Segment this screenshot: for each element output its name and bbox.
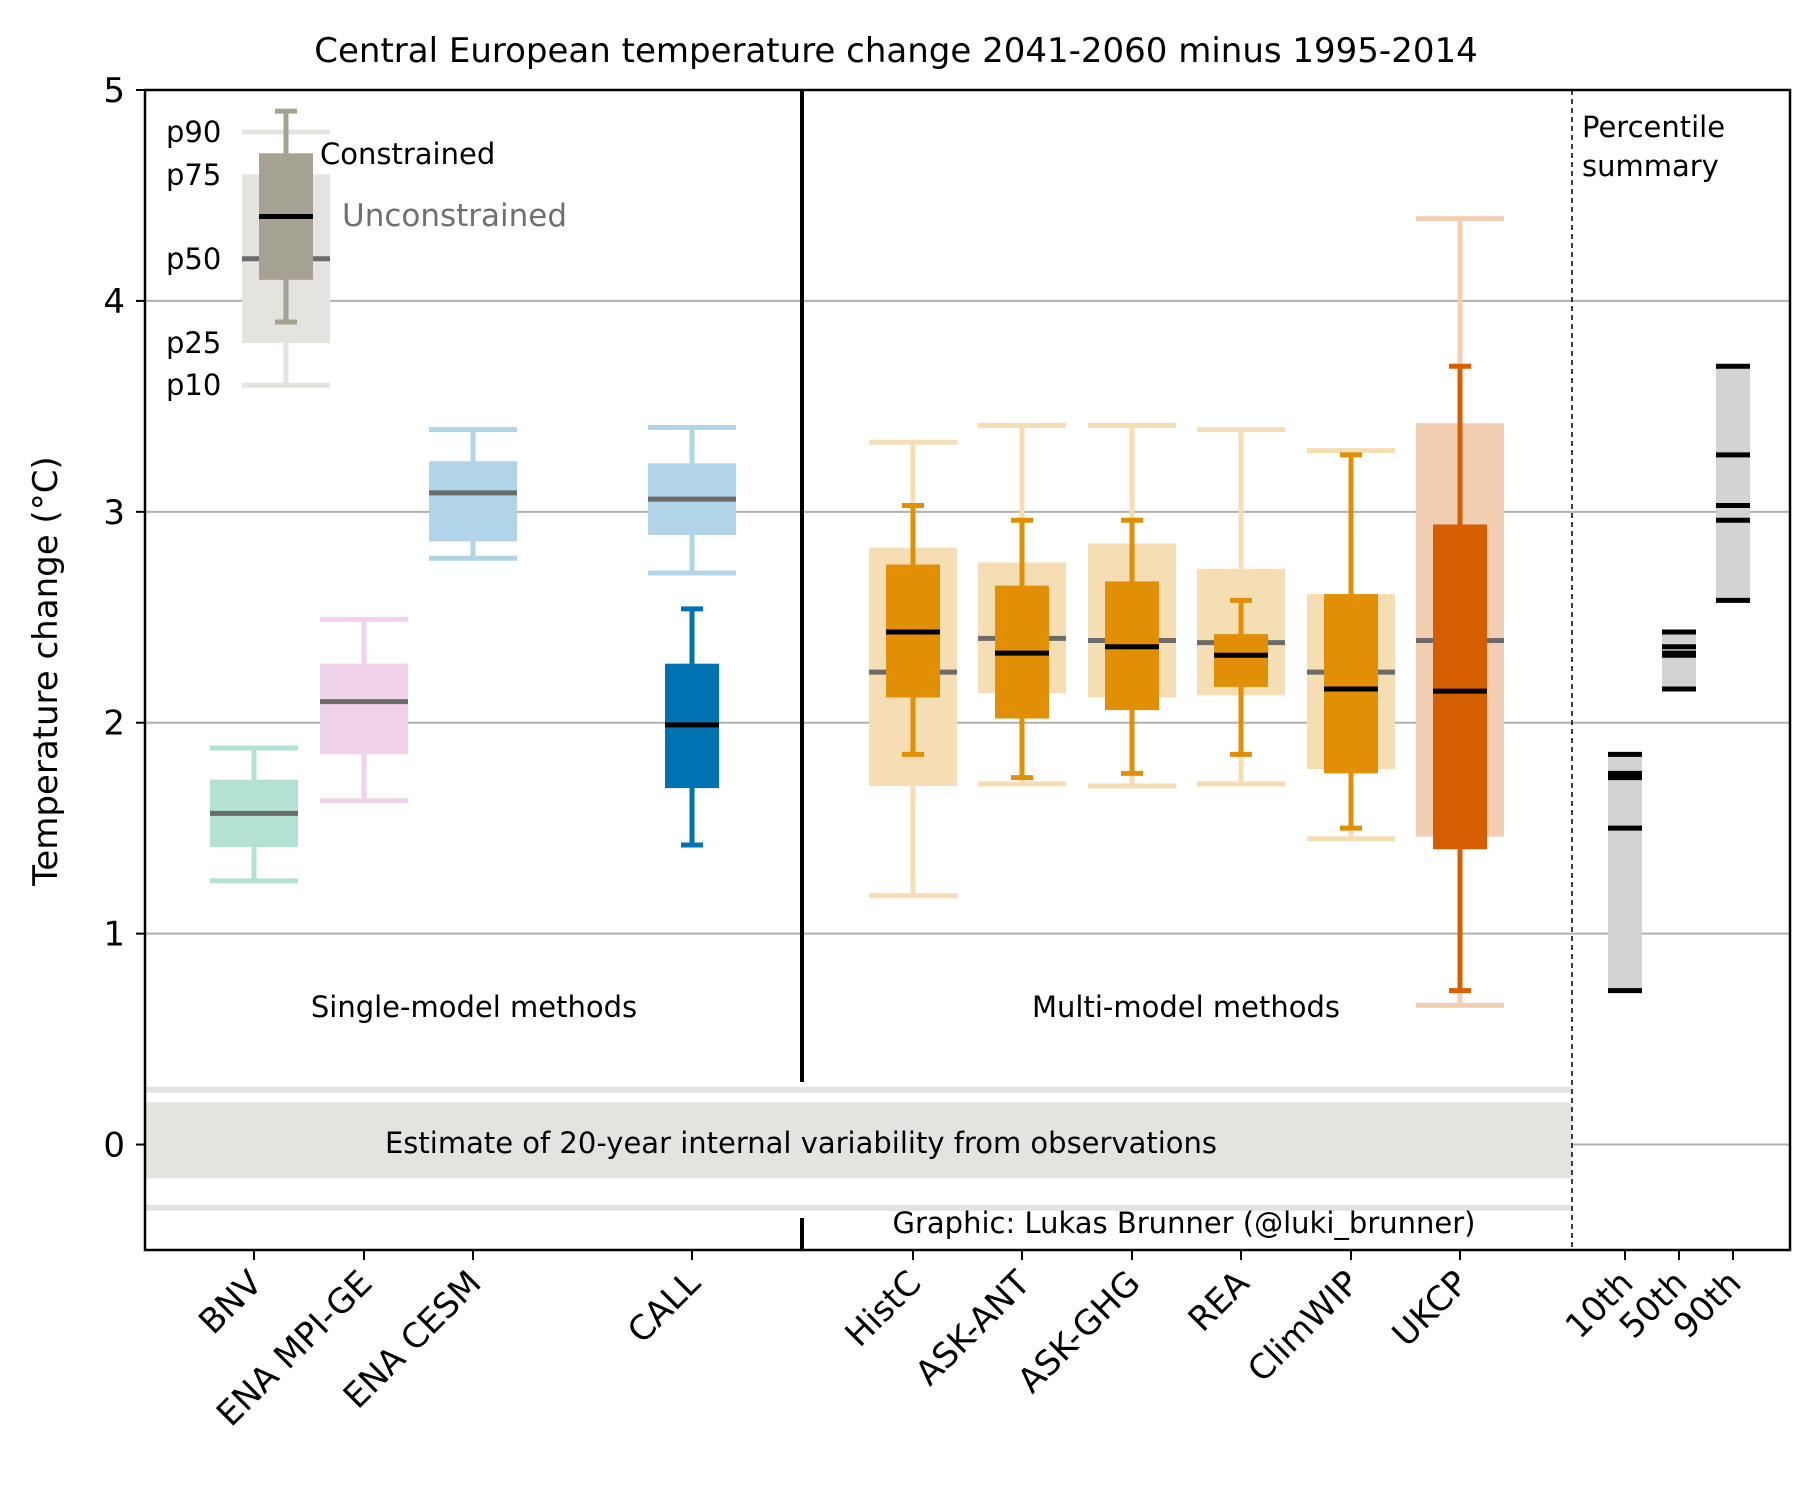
x-tick-ask-ghg-label: ASK-GHG — [1010, 1263, 1148, 1401]
x-tick-ukcp-label: UKCP — [1385, 1263, 1477, 1355]
legend-p75-label: p75 — [166, 158, 221, 192]
percentile-summary — [1608, 363, 1750, 994]
x-tick-call-label: CALL — [620, 1263, 708, 1351]
legend-p50-label: p50 — [166, 242, 221, 276]
variability-outer-bottom — [145, 1204, 1572, 1211]
box-rea-constrained-box — [1214, 634, 1268, 687]
box-climwip-constrained-box — [1324, 594, 1378, 774]
box-ukcp-constrained-box — [1433, 524, 1487, 850]
y-ticks: 0 1 2 3 4 5 — [103, 71, 145, 1166]
legend-p90-label: p90 — [166, 115, 221, 149]
variability-outer-top — [145, 1086, 1572, 1093]
annotations: Central European temperature change 2041… — [26, 31, 1725, 1240]
box-ena-cesm-unconstrained-box — [429, 461, 517, 542]
credit-text: Graphic: Lukas Brunner (@luki_brunner) — [893, 1206, 1476, 1240]
variability-label: Estimate of 20-year internal variability… — [385, 1126, 1217, 1160]
x-tick-climwip-label: ClimWIP — [1240, 1263, 1367, 1390]
multi-model-label: Multi-model methods — [1032, 990, 1340, 1024]
legend-unconstrained-label: Unconstrained — [342, 198, 567, 234]
legend-p10-label: p10 — [166, 368, 221, 402]
plot-frame — [143, 88, 1792, 1252]
x-tick-histc-label: HistC — [838, 1263, 930, 1355]
internal-variability-band — [145, 1086, 1572, 1211]
legend-p25-label: p25 — [166, 326, 221, 360]
y-tick-label-4: 4 — [103, 282, 125, 322]
y-tick-label-2: 2 — [103, 704, 125, 744]
y-axis-label: Temperature change (°C) — [26, 456, 66, 886]
box-ena-mpi-ge-unconstrained-box — [320, 663, 408, 755]
chart-title: Central European temperature change 2041… — [314, 31, 1477, 71]
legend-box — [242, 108, 330, 388]
y-tick-label-3: 3 — [103, 493, 125, 533]
variability-inner-band — [145, 1102, 1572, 1179]
box-plots — [210, 216, 1504, 1008]
y-tick-label-1: 1 — [103, 915, 125, 955]
axes-frame — [143, 88, 1792, 1252]
legend-constrained-label: Constrained — [320, 137, 495, 171]
summary-bar-90th — [1716, 366, 1750, 601]
summary-bar-50th — [1662, 632, 1696, 692]
summary-bar-10th — [1608, 754, 1642, 991]
x-tick-rea-label: REA — [1181, 1263, 1258, 1340]
percentile-summary-label-line1: Percentile — [1582, 110, 1725, 144]
x-tick-bnv-label: BNV — [191, 1263, 270, 1342]
percentile-summary-label-line2: summary — [1582, 149, 1719, 183]
y-tick-label-5: 5 — [103, 71, 125, 111]
y-tick-label-0: 0 — [103, 1126, 125, 1166]
single-model-label: Single-model methods — [311, 990, 637, 1024]
